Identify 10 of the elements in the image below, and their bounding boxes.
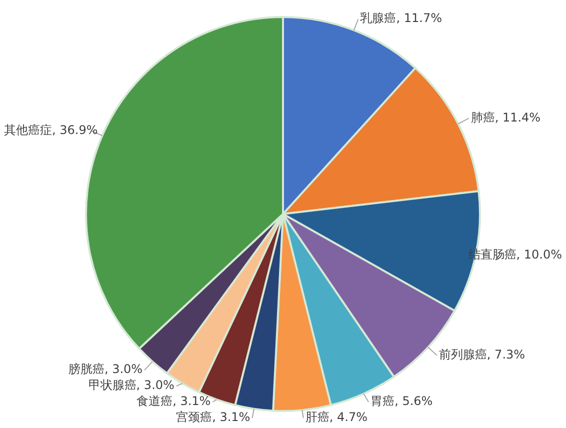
- slice-label: 宫颈癌, 3.1%: [176, 410, 250, 424]
- slice-label: 甲状腺癌, 3.0%: [88, 378, 174, 392]
- slice-label: 前列腺癌, 7.3%: [438, 348, 526, 362]
- slice-label: 乳腺癌, 11.7%: [360, 11, 442, 26]
- slice-label: 其他癌症, 36.9%: [4, 122, 98, 137]
- slice-label: 胃癌, 5.6%: [370, 394, 433, 408]
- slice-label: 肺癌, 11.4%: [470, 110, 541, 124]
- slice-label: 肝癌, 4.7%: [305, 410, 368, 424]
- slice-label: 膀胱癌, 3.0%: [68, 362, 143, 376]
- slice-label: 食道癌, 3.1%: [136, 394, 211, 408]
